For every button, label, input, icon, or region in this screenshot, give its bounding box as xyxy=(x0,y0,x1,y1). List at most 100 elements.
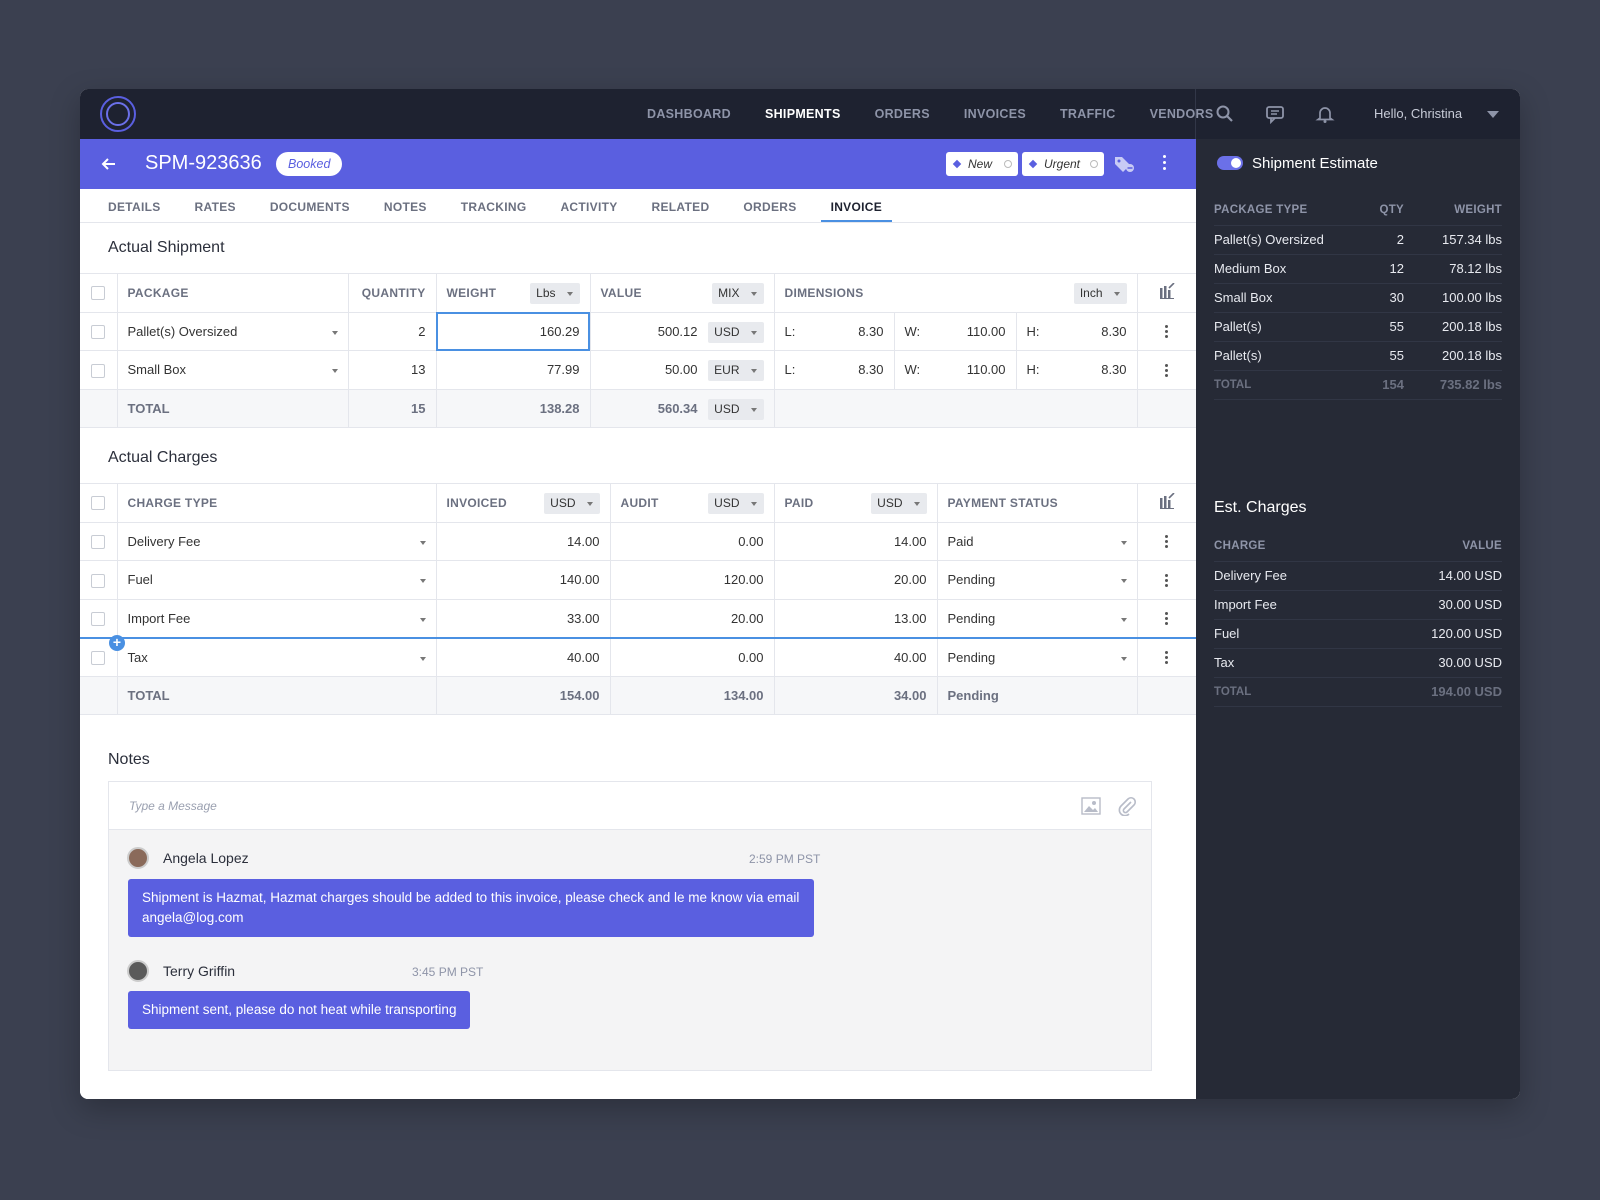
select-all[interactable] xyxy=(80,483,118,523)
weight-input[interactable]: 77.99 xyxy=(435,350,591,390)
tag-urgent[interactable]: Urgent xyxy=(1022,152,1104,176)
tab-orders[interactable]: ORDERS xyxy=(743,200,797,214)
value-currency-select[interactable]: MIX xyxy=(712,283,764,304)
checkbox[interactable] xyxy=(91,325,106,340)
row-menu[interactable] xyxy=(1136,521,1196,561)
charge-type-select[interactable]: Import Fee xyxy=(116,598,437,638)
user-greeting[interactable]: Hello, Christina xyxy=(1374,106,1463,121)
more-options-icon[interactable] xyxy=(1165,650,1169,665)
columns-edit-icon[interactable] xyxy=(1159,282,1175,300)
paid-input[interactable]: 20.00 xyxy=(773,560,938,600)
width-input[interactable]: W: 110.00 xyxy=(893,311,1017,351)
invoiced-input[interactable]: 40.00 xyxy=(435,637,611,677)
invoiced-input[interactable]: 140.00 xyxy=(435,560,611,600)
invoiced-input[interactable]: 14.00 xyxy=(435,521,611,561)
row-menu[interactable] xyxy=(1136,311,1196,351)
nav-traffic[interactable]: TRAFFIC xyxy=(1060,107,1116,121)
audit-currency-select[interactable]: USD xyxy=(708,493,764,514)
checkbox[interactable] xyxy=(91,535,106,550)
estimate-toggle[interactable] xyxy=(1217,156,1243,170)
value-input[interactable]: 50.00 EUR xyxy=(589,350,775,390)
back-arrow-icon[interactable] xyxy=(100,155,118,173)
row-menu[interactable] xyxy=(1136,637,1196,677)
nav-dashboard[interactable]: DASHBOARD xyxy=(647,107,731,121)
message-input[interactable]: Type a Message xyxy=(109,782,1151,830)
add-row-icon[interactable]: + xyxy=(109,635,125,651)
tab-related[interactable]: RELATED xyxy=(651,200,710,214)
payment-status-select[interactable]: Pending xyxy=(936,598,1138,638)
more-options-icon[interactable] xyxy=(1165,573,1169,588)
invoiced-currency-select[interactable]: USD xyxy=(544,493,600,514)
column-settings[interactable] xyxy=(1136,483,1196,523)
package-select[interactable]: Pallet(s) Oversized xyxy=(116,311,349,351)
more-options-icon[interactable] xyxy=(1165,611,1169,626)
audit-input[interactable]: 0.00 xyxy=(609,637,775,677)
tab-details[interactable]: DETAILS xyxy=(108,200,161,214)
tab-tracking[interactable]: TRACKING xyxy=(460,200,527,214)
tab-notes[interactable]: NOTES xyxy=(383,200,427,214)
dimension-unit-select[interactable]: Inch xyxy=(1073,283,1127,304)
checkbox[interactable] xyxy=(91,650,106,665)
select-all[interactable] xyxy=(80,273,118,313)
paid-currency-select[interactable]: USD xyxy=(871,493,927,514)
more-options-icon[interactable] xyxy=(1165,535,1169,549)
nav-vendors[interactable]: VENDORS xyxy=(1149,107,1214,121)
image-icon[interactable] xyxy=(1081,797,1101,815)
checkbox[interactable] xyxy=(91,363,106,378)
quantity-input[interactable]: 13 xyxy=(347,350,437,390)
total-currency-select[interactable]: USD xyxy=(708,398,764,420)
value-input[interactable]: 500.12 USD xyxy=(589,311,775,351)
weight-input[interactable]: 160.29 xyxy=(435,311,591,351)
height-input[interactable]: H: 8.30 xyxy=(1015,350,1138,390)
chevron-down-icon[interactable] xyxy=(1487,111,1499,118)
charge-type-select[interactable]: Tax xyxy=(116,637,437,677)
charge-type-select[interactable]: Fuel xyxy=(116,560,437,600)
tags-icon[interactable] xyxy=(1113,154,1135,174)
row-select[interactable] xyxy=(80,311,118,351)
length-input[interactable]: L: 8.30 xyxy=(773,311,895,351)
quantity-input[interactable]: 2 xyxy=(347,311,437,351)
payment-status-select[interactable]: Paid xyxy=(936,521,1138,561)
audit-input[interactable]: 120.00 xyxy=(609,560,775,600)
more-options-icon[interactable] xyxy=(1165,363,1169,378)
row-menu[interactable] xyxy=(1136,350,1196,390)
audit-input[interactable]: 0.00 xyxy=(609,521,775,561)
tab-activity[interactable]: ACTIVITY xyxy=(560,200,618,214)
weight-unit-select[interactable]: Lbs xyxy=(530,283,580,304)
tab-invoice[interactable]: INVOICE xyxy=(820,189,893,222)
tab-rates[interactable]: RATES xyxy=(194,200,236,214)
payment-status-select[interactable]: Pending xyxy=(936,560,1138,600)
payment-status-select[interactable]: Pending xyxy=(936,637,1138,677)
checkbox[interactable] xyxy=(91,611,106,626)
row-select[interactable] xyxy=(80,598,118,638)
invoiced-input[interactable]: 33.00 xyxy=(435,598,611,638)
audit-input[interactable]: 20.00 xyxy=(609,598,775,638)
search-icon[interactable] xyxy=(1215,104,1235,124)
row-select[interactable] xyxy=(80,521,118,561)
row-menu[interactable] xyxy=(1136,560,1196,600)
row-select[interactable] xyxy=(80,560,118,600)
tag-new[interactable]: New xyxy=(946,152,1018,176)
currency-select[interactable]: USD xyxy=(708,321,764,343)
close-icon[interactable] xyxy=(1004,160,1012,168)
height-input[interactable]: H: 8.30 xyxy=(1015,311,1138,351)
paid-input[interactable]: 40.00 xyxy=(773,637,938,677)
nav-shipments[interactable]: SHIPMENTS xyxy=(764,107,841,121)
bell-icon[interactable] xyxy=(1315,104,1335,124)
nav-orders[interactable]: ORDERS xyxy=(874,107,930,121)
more-options-icon[interactable] xyxy=(1165,325,1169,339)
package-select[interactable]: Small Box xyxy=(116,350,349,390)
chat-icon[interactable] xyxy=(1265,104,1285,124)
close-icon[interactable] xyxy=(1090,160,1098,168)
row-menu[interactable] xyxy=(1136,598,1196,638)
tab-documents[interactable]: DOCUMENTS xyxy=(269,200,350,214)
paperclip-icon[interactable] xyxy=(1117,796,1137,816)
row-select[interactable] xyxy=(80,350,118,390)
currency-select[interactable]: EUR xyxy=(708,360,764,381)
checkbox[interactable] xyxy=(91,286,106,301)
paid-input[interactable]: 13.00 xyxy=(773,598,938,638)
more-options-icon[interactable] xyxy=(1163,155,1167,171)
checkbox[interactable] xyxy=(91,573,106,588)
width-input[interactable]: W: 110.00 xyxy=(893,350,1017,390)
length-input[interactable]: L: 8.30 xyxy=(773,350,895,390)
